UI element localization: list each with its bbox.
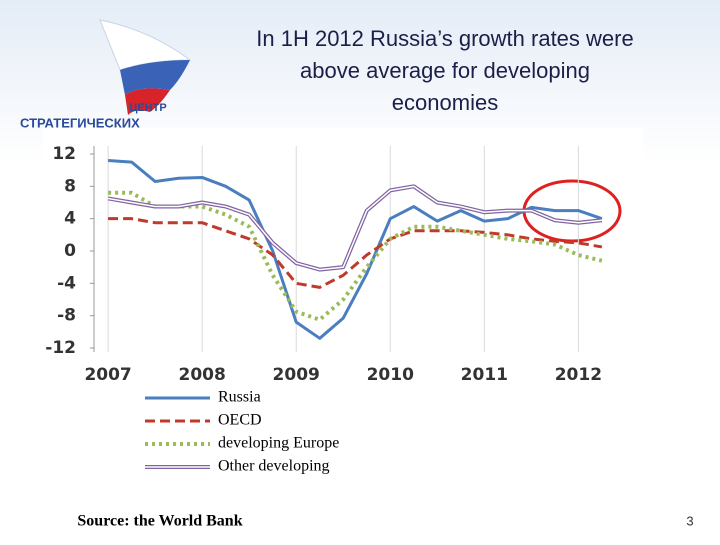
x-tick-label: 2007 bbox=[84, 365, 131, 385]
x-tick-label: 2008 bbox=[178, 365, 225, 385]
x-tick-label: 2010 bbox=[367, 365, 414, 385]
series-line-inner bbox=[107, 185, 602, 271]
y-tick-label: -12 bbox=[45, 338, 76, 358]
chart-title: above average for developing bbox=[300, 58, 590, 83]
legend-label: Other developing bbox=[218, 458, 330, 475]
chart-title: In 1H 2012 Russia’s growth rates were bbox=[256, 26, 633, 51]
x-tick-label: 2011 bbox=[461, 365, 508, 385]
logo-text: ЦЕНТР bbox=[129, 102, 166, 114]
chart-panel bbox=[43, 128, 643, 495]
y-tick-label: -4 bbox=[57, 273, 76, 293]
y-tick-label: 8 bbox=[64, 176, 76, 196]
legend-label: Russia bbox=[218, 389, 261, 406]
logo-text: СТРАТЕГИЧЕСКИХ bbox=[20, 115, 140, 130]
chart-title: economies bbox=[392, 90, 498, 115]
y-tick-label: 0 bbox=[64, 241, 76, 261]
series-line bbox=[108, 217, 603, 289]
source: Source: the World Bank bbox=[77, 513, 242, 530]
page-number: 3 bbox=[686, 513, 693, 528]
y-tick-label: -8 bbox=[57, 306, 76, 326]
y-tick-label: 12 bbox=[52, 144, 76, 164]
series-line bbox=[108, 158, 603, 340]
logo: ЦЕНТР СТРАТЕГИЧЕСКИХ bbox=[20, 19, 192, 130]
x-tick-label: 2012 bbox=[555, 365, 602, 385]
legend-label: developing Europe bbox=[218, 435, 339, 452]
x-tick-label: 2009 bbox=[273, 365, 320, 385]
y-tick-label: 4 bbox=[64, 209, 76, 229]
legend-label: OECD bbox=[218, 412, 262, 429]
